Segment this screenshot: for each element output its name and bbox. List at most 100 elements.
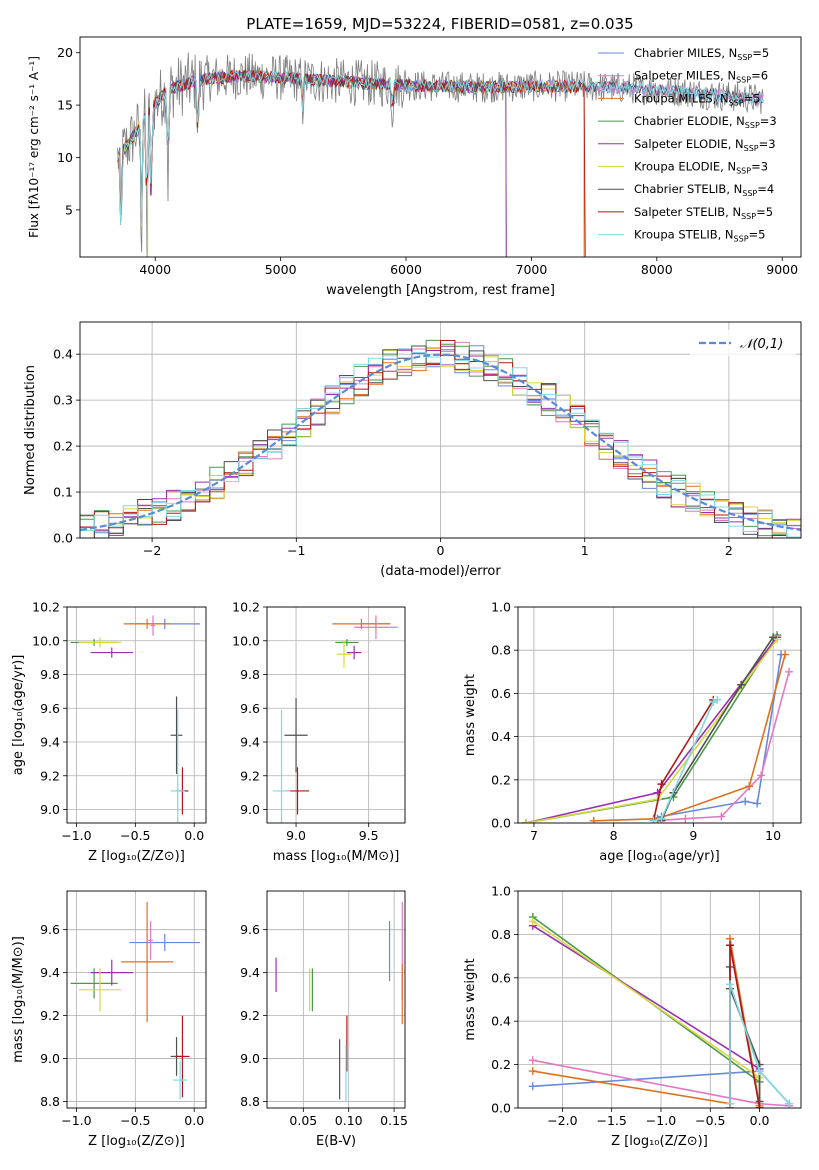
x-tick-label: 2: [725, 543, 733, 558]
weight-point-marker: [769, 633, 778, 642]
legend-label: 𝒩(0,1): [740, 337, 783, 352]
y-tick-label: 9.2: [40, 768, 60, 783]
spectrum-model-line: [117, 69, 507, 257]
x-tick-label: −1.0: [61, 828, 91, 843]
y-tick-label: 10.0: [232, 633, 260, 648]
legend-label: Salpeter STELIB, NSSP=5: [634, 205, 773, 221]
weight-point-marker: [726, 980, 735, 989]
plot-area: [275, 901, 403, 1102]
x-tick-label: 9.5: [359, 828, 379, 843]
x-tick-label: 9.0: [286, 828, 306, 843]
y-tick-label: 9.0: [240, 802, 260, 817]
weight-point-marker: [737, 680, 746, 689]
y-axis-label: Flux [fλ10⁻¹⁷ erg cm⁻² s⁻¹ A⁻¹]: [27, 56, 41, 238]
weight-series-line: [729, 984, 790, 1105]
x-axis-label: age [log₁₀(age/yr)]: [599, 849, 720, 864]
weight-point-marker: [753, 799, 762, 808]
weight-point-marker: [681, 814, 690, 823]
x-tick-label: 1: [581, 543, 589, 558]
y-tick-label: 0.2: [491, 1057, 511, 1072]
y-tick-label: 9.0: [240, 1051, 260, 1066]
legend-nssp: =6: [751, 69, 768, 83]
y-tick-label: 0.8: [491, 927, 511, 942]
panel-residual_hist: −2 −1 0 1 2 0.0 0.1 0.2 0.3 0.4 (data-model)/error…: [23, 321, 802, 579]
y-axis-label: Normed distribution: [23, 365, 38, 495]
x-tick-label: 9: [689, 828, 697, 843]
y-tick-label: 8.8: [240, 1094, 260, 1109]
y-tick-label: 20: [57, 45, 73, 60]
weight-point-marker: [713, 695, 722, 704]
weight-point-marker: [717, 812, 726, 821]
y-tick-label: 8.8: [40, 1094, 60, 1109]
weight-series-line: [532, 920, 761, 1108]
legend-label: Chabrier STELIB, NSSP=4: [634, 182, 774, 198]
y-tick-label: 9.6: [40, 922, 60, 937]
x-tick-label: 8: [610, 828, 618, 843]
x-tick-label: 0.10: [335, 1113, 363, 1128]
y-tick-label: 15: [57, 98, 73, 113]
weight-point-marker: [726, 1099, 735, 1108]
legend-label: Salpeter ELODIE, NSSP=3: [634, 137, 776, 153]
y-tick-label: 9.2: [240, 768, 260, 783]
y-tick-label: 9.4: [240, 965, 260, 980]
y-tick-label: 9.4: [40, 735, 60, 750]
legend-nssp: =5: [744, 91, 761, 105]
y-tick-label: 0.1: [53, 485, 73, 500]
legend-label: Salpeter MILES, NSSP=6: [634, 69, 768, 85]
panel-age_vs_Z: −1.0 −0.5 0.0 9.0 9.2 9.4 9.6 9.8 10.0 10.2 Z [log…: [11, 600, 207, 864]
x-tick-label: 6000: [390, 262, 422, 277]
legend-nssp: =3: [759, 137, 776, 151]
legend-model-name: Kroupa ELODIE, N: [634, 160, 736, 174]
x-tick-label: −1.5: [596, 1113, 626, 1128]
weight-point-marker: [528, 1082, 537, 1091]
y-tick-label: 9.4: [40, 965, 60, 980]
weight-series-line: [593, 654, 786, 822]
x-tick-label: −2.0: [547, 1113, 577, 1128]
panel-mass_vs_Z: −1.0 −0.5 0.0 8.8 9.0 9.2 9.4 9.6 Z [log₁₀(Z/Z⊙)…: [11, 890, 207, 1149]
x-axis-label: Z [log₁₀(Z/Z⊙)]: [88, 1134, 185, 1149]
y-tick-label: 0.0: [491, 1101, 511, 1116]
y-tick-label: 0.4: [53, 347, 73, 362]
y-tick-label: 0.2: [491, 772, 511, 787]
axes-frame: [517, 606, 802, 824]
y-tick-label: 0.2: [53, 439, 73, 454]
y-tick-label: 0.4: [491, 729, 511, 744]
weight-point-marker: [755, 1067, 764, 1076]
x-tick-label: −0.5: [695, 1113, 725, 1128]
gaussian-curve: [80, 353, 801, 531]
panel-spectrum: 4000 5000 6000 7000 8000 9000 5 10 15 20 wavelengt…: [27, 36, 802, 298]
legend-nssp: =5: [756, 205, 773, 219]
x-tick-label: −0.5: [120, 1113, 150, 1128]
x-tick-label: 9000: [766, 262, 798, 277]
x-tick-label: 7000: [516, 262, 548, 277]
y-axis-label: mass weight: [463, 958, 478, 1040]
axes-frame: [66, 606, 207, 824]
weight-series-line: [532, 938, 761, 1106]
weight-point-marker: [657, 780, 666, 789]
y-tick-label: 9.8: [240, 667, 260, 682]
legend-label: Kroupa STELIB, NSSP=5: [634, 228, 765, 244]
x-tick-label: 0.0: [184, 828, 204, 843]
weight-point-marker: [589, 816, 598, 823]
figure-title: PLATE=1659, MJD=53224, FIBERID=0581, z=0…: [246, 15, 633, 33]
y-tick-label: 0.0: [491, 816, 511, 831]
legend-model-name: Kroupa MILES, N: [634, 91, 729, 105]
legend-model-name: Salpeter ELODIE, N: [634, 137, 744, 151]
axes-frame: [517, 890, 802, 1109]
plot-area: [70, 901, 201, 1100]
legend-model-name: Chabrier ELODIE, N: [634, 114, 745, 128]
y-axis-label: mass [log₁₀(M/M⊙)]: [11, 936, 26, 1063]
y-tick-label: 0.3: [53, 393, 73, 408]
x-axis-label: wavelength [Angstrom, rest frame]: [326, 283, 555, 298]
axes-frame: [266, 606, 406, 824]
x-tick-label: −1.0: [646, 1113, 676, 1128]
legend-subscript: SSP: [744, 144, 759, 153]
weight-point-marker: [785, 667, 794, 676]
y-tick-label: 9.2: [40, 1008, 60, 1023]
y-tick-label: 9.6: [240, 701, 260, 716]
y-axis-label: mass weight: [463, 674, 478, 756]
legend-subscript: SSP: [737, 53, 752, 62]
panel-age_vs_mass: 9.0 9.5 9.0 9.2 9.4 9.6 9.8 10.0 10.2 mass [log₁₀…: [232, 600, 406, 864]
